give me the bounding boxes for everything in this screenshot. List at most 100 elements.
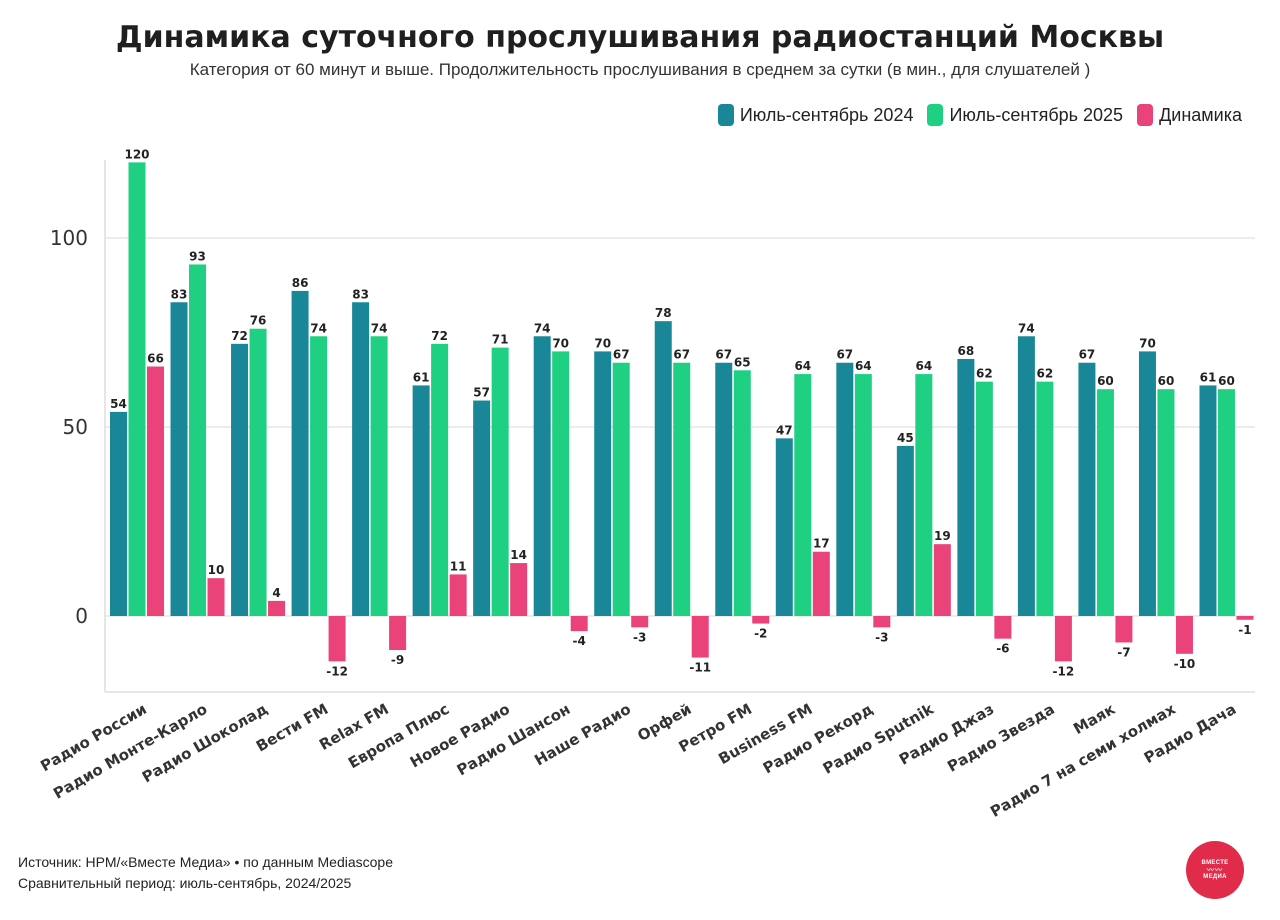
data-label: 83: [171, 287, 188, 301]
bar: [654, 321, 672, 616]
data-label: 76: [250, 314, 267, 328]
data-label: 70: [594, 336, 611, 350]
data-label: -1: [1238, 623, 1251, 637]
bar: [994, 616, 1012, 639]
bar: [975, 381, 993, 616]
legend-swatch-2024: [717, 104, 734, 126]
data-label: 68: [958, 344, 975, 358]
footer-period: Сравнительный период: июль-сентябрь, 202…: [18, 875, 352, 891]
bar: [673, 362, 691, 616]
bar: [570, 616, 588, 632]
data-label: 66: [147, 352, 164, 366]
logo-waves-icon: 〰〰: [1207, 866, 1223, 874]
data-label: 65: [734, 355, 751, 369]
bar: [412, 385, 430, 616]
data-label: 86: [292, 276, 309, 290]
bar: [491, 347, 509, 616]
data-label: 74: [534, 321, 551, 335]
bar: [1078, 362, 1096, 616]
bar: [231, 343, 249, 616]
logo-text-top: ВМЕСТЕ: [1201, 859, 1229, 866]
legend: Июль-сентябрь 2024 Июль-сентябрь 2025 Ди…: [717, 104, 1242, 126]
bar: [915, 374, 933, 616]
data-label: 60: [1158, 374, 1175, 388]
bar: [1115, 616, 1133, 643]
bar: [170, 302, 188, 616]
data-label: 60: [1097, 374, 1114, 388]
footer: Источник: НРМ/«Вместе Медиа» • по данным…: [18, 852, 393, 894]
bar: [933, 544, 951, 616]
data-label: 17: [813, 537, 830, 551]
bar: [594, 351, 612, 616]
logo-text-bottom: МЕДИА: [1203, 873, 1227, 880]
data-label: -2: [754, 627, 767, 641]
data-label: 67: [613, 348, 630, 362]
bar: [794, 374, 812, 616]
chart-title: Динамика суточного прослушивания радиост…: [115, 20, 1165, 55]
bar: [691, 616, 709, 658]
bar: [1175, 616, 1193, 654]
legend-label-2025: Июль-сентябрь 2025: [949, 104, 1124, 125]
data-label: -9: [391, 653, 404, 667]
data-label: 60: [1218, 374, 1235, 388]
bar: [631, 616, 649, 628]
chart-subtitle: Категория от 60 минут и выше. Продолжите…: [189, 60, 1091, 79]
bar: [775, 438, 793, 616]
bar: [752, 616, 770, 624]
bar: [836, 362, 854, 616]
data-label: 57: [473, 386, 490, 400]
data-label: 19: [934, 529, 951, 543]
footer-source: Источник: НРМ/«Вместе Медиа» • по данным…: [18, 854, 393, 870]
legend-label-dynamics: Динамика: [1159, 104, 1242, 125]
data-label: 74: [310, 321, 327, 335]
bar: [733, 370, 751, 616]
data-label: -11: [689, 661, 711, 675]
bar: [896, 445, 914, 616]
bar: [207, 578, 225, 616]
legend-item-dynamics: Динамика: [1137, 104, 1242, 126]
data-label: 61: [413, 370, 430, 384]
bar: [310, 336, 328, 616]
legend-item-2024: Июль-сентябрь 2024: [717, 104, 913, 126]
bar: [1036, 381, 1054, 616]
data-label: 11: [450, 559, 467, 573]
bar: [612, 362, 630, 616]
data-label: 83: [352, 287, 369, 301]
bar: [1017, 336, 1035, 616]
bar: [110, 411, 127, 616]
data-label: 120: [124, 147, 149, 161]
bar: [370, 336, 388, 616]
data-label: 71: [492, 333, 509, 347]
data-label: 64: [794, 359, 811, 373]
data-label: 78: [655, 306, 672, 320]
x-tick-label: Маяк: [1070, 700, 1118, 738]
data-label: -3: [875, 630, 888, 644]
data-label: 72: [231, 329, 248, 343]
bar: [389, 616, 407, 651]
data-label: -7: [1117, 645, 1130, 659]
bar: [854, 374, 872, 616]
bar: [715, 362, 733, 616]
data-label: 14: [510, 548, 527, 562]
vmeste-media-logo: ВМЕСТЕ 〰〰 МЕДИА: [1186, 841, 1244, 899]
y-tick-label: 100: [50, 226, 88, 250]
data-label: 67: [1079, 348, 1096, 362]
data-label: 74: [371, 321, 388, 335]
legend-swatch-dynamics: [1137, 104, 1154, 126]
data-label: 93: [189, 249, 206, 263]
bar: [1199, 385, 1217, 616]
bar: [268, 600, 286, 616]
bar: [1157, 389, 1175, 616]
data-label: 67: [836, 348, 853, 362]
data-label: 10: [208, 563, 225, 577]
data-label: -12: [1053, 664, 1075, 678]
data-label: 54: [110, 397, 127, 411]
bar: [812, 551, 830, 616]
bar: [352, 302, 370, 616]
bar: [449, 574, 467, 616]
data-label: 4: [272, 586, 280, 600]
bar: [1217, 389, 1235, 616]
data-label: 61: [1200, 370, 1217, 384]
data-label: 64: [915, 359, 932, 373]
